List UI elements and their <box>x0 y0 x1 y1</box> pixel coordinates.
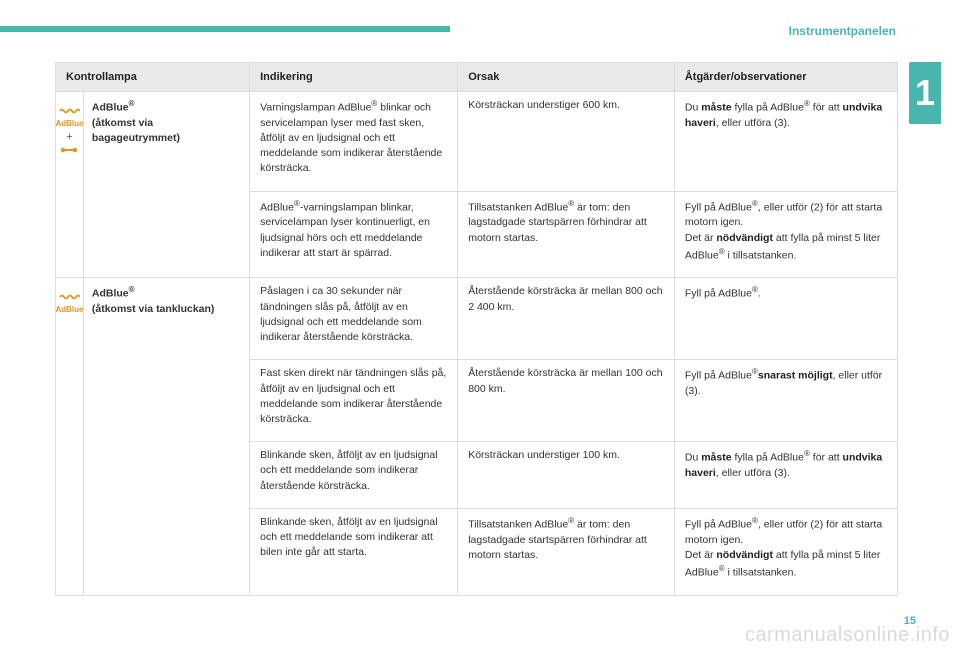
cell-indikering: Fast sken direkt när tändningen slås på,… <box>250 360 458 442</box>
header-accent-bar <box>0 26 450 32</box>
col-atgarder: Åtgärder/observationer <box>674 63 897 92</box>
plus-icon: + <box>66 132 72 143</box>
adblue-icon <box>58 98 80 116</box>
table-header-row: Kontrollampa Indikering Orsak Åtgärder/o… <box>56 63 898 92</box>
cell-action: Fyll på AdBlue®snarast möjligt, eller ut… <box>674 360 897 442</box>
warning-lamp-table: Kontrollampa Indikering Orsak Åtgärder/o… <box>55 62 898 596</box>
adblue-label: AdBlue <box>55 304 83 316</box>
cell-action: Fyll på AdBlue®, eller utför (2) för att… <box>674 508 897 595</box>
col-kontrollampa: Kontrollampa <box>56 63 250 92</box>
lamp-name-cell: AdBlue®(åtkomst via tankluckan) <box>83 278 249 595</box>
lamp-icon-cell: AdBlue <box>56 278 84 595</box>
col-orsak: Orsak <box>458 63 675 92</box>
cell-indikering: AdBlue®-varningslampan blinkar, servicel… <box>250 191 458 278</box>
cell-action: Du måste fylla på AdBlue® för att undvik… <box>674 92 897 192</box>
cell-indikering: Blinkande sken, åtföljt av en ljudsignal… <box>250 508 458 595</box>
adblue-icon <box>58 284 80 302</box>
cell-action: Fyll på AdBlue®, eller utför (2) för att… <box>674 191 897 278</box>
section-title: Instrumentpanelen <box>789 24 896 38</box>
chapter-tab: 1 <box>909 62 941 124</box>
cell-orsak: Körsträckan understiger 600 km. <box>458 92 675 192</box>
lamp-name-cell: AdBlue®(åtkomst via bagageutrymmet) <box>83 92 249 278</box>
cell-orsak: Återstående körsträcka är mellan 100 och… <box>458 360 675 442</box>
adblue-label: AdBlue <box>55 118 83 130</box>
cell-orsak: Tillsatstanken AdBlue® är tom: den lagst… <box>458 508 675 595</box>
wrench-icon <box>59 145 79 155</box>
table-row: AdBlue + AdBlue®(åtkomst via bagageutrym… <box>56 92 898 192</box>
cell-indikering: Påslagen i ca 30 sekunder när tändningen… <box>250 278 458 360</box>
cell-action: Du måste fylla på AdBlue® för att undvik… <box>674 442 897 509</box>
watermark: carmanualsonline.info <box>745 624 950 647</box>
table-row: AdBlue AdBlue®(åtkomst via tankluckan) P… <box>56 278 898 360</box>
col-indikering: Indikering <box>250 63 458 92</box>
cell-indikering: Varningslampan AdBlue® blinkar och servi… <box>250 92 458 192</box>
lamp-icon-cell: AdBlue + <box>56 92 84 278</box>
cell-orsak: Körsträckan understiger 100 km. <box>458 442 675 509</box>
cell-indikering: Blinkande sken, åtföljt av en ljudsignal… <box>250 442 458 509</box>
cell-orsak: Återstående körsträcka är mellan 800 och… <box>458 278 675 360</box>
cell-orsak: Tillsatstanken AdBlue® är tom: den lagst… <box>458 191 675 278</box>
cell-action: Fyll på AdBlue®. <box>674 278 897 360</box>
